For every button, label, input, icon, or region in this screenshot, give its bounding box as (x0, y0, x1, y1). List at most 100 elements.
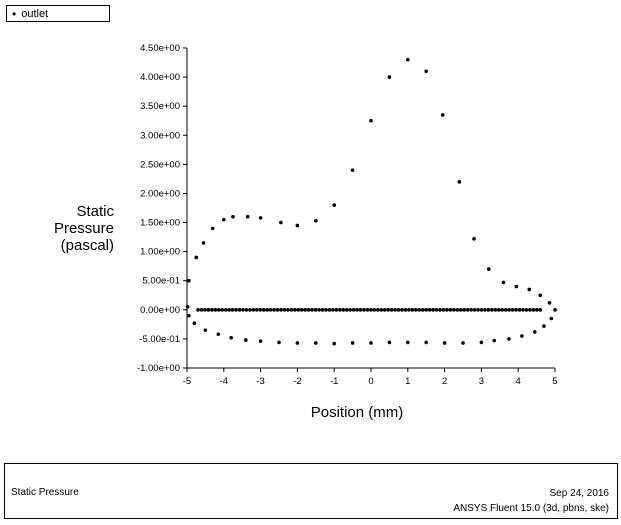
data-point (258, 216, 263, 220)
baseline-point (524, 308, 529, 312)
x-axis-title: Position (mm) (311, 404, 404, 421)
baseline-point (469, 308, 473, 312)
y-tick-label: 5.00e-01 (142, 276, 180, 287)
data-point (501, 280, 506, 285)
x-tick-label: -2 (293, 376, 301, 387)
y-tick-label: 2.00e+00 (140, 188, 180, 199)
data-point (194, 255, 198, 260)
baseline-point (410, 308, 415, 312)
baseline-point (206, 308, 211, 312)
data-point (295, 341, 300, 345)
baseline-point (389, 308, 394, 312)
data-points (185, 57, 557, 346)
baseline-point (514, 308, 518, 312)
baseline-point (358, 308, 363, 312)
y-tick-label: 1.50e+00 (140, 218, 180, 229)
baseline-point (244, 308, 249, 312)
data-point (258, 339, 263, 344)
baseline-point (275, 308, 280, 312)
baseline-point (362, 308, 366, 312)
data-point (295, 223, 300, 228)
baseline-point (379, 308, 384, 312)
baseline-point (327, 308, 332, 312)
baseline-point (538, 308, 543, 312)
baseline-point (403, 308, 408, 312)
legend-label: outlet (21, 7, 49, 20)
baseline-point (223, 308, 228, 312)
x-tick-label: 1 (405, 376, 410, 387)
legend-marker: • (12, 6, 17, 21)
baseline-point (355, 308, 359, 312)
x-tick-label: -1 (330, 376, 338, 387)
baseline-point (313, 308, 318, 312)
baseline-point (452, 308, 456, 312)
baseline-point (306, 308, 311, 312)
baseline-point (510, 308, 515, 312)
baseline-point (382, 308, 387, 312)
data-point (201, 241, 206, 245)
data-point (387, 75, 392, 79)
baseline-point (445, 308, 449, 312)
data-point (332, 203, 337, 207)
baseline-point (386, 308, 390, 312)
data-point (406, 57, 410, 62)
baseline-point (348, 308, 352, 312)
data-point (187, 313, 191, 318)
y-axis-title-line-1: Static (76, 203, 114, 220)
y-tick-label: 3.50e+00 (140, 101, 180, 112)
data-point (245, 214, 250, 219)
baseline-point (265, 308, 269, 312)
data-point (216, 332, 221, 337)
data-point (553, 308, 557, 312)
y-tick-label: 4.50e+00 (140, 43, 180, 54)
baseline-point (216, 308, 221, 312)
baseline-point (448, 308, 453, 312)
baseline-point (496, 308, 501, 312)
data-point (185, 305, 190, 309)
scatter-chart: -1.00e+00 -5.00e-01 0.00e+00 5.00e-01 1.00e+… (54, 43, 558, 421)
data-point (532, 330, 537, 334)
baseline-point (465, 308, 470, 312)
baseline-point (334, 308, 339, 312)
baseline-point (531, 308, 536, 312)
data-point (350, 168, 355, 172)
x-tick-label: 0 (368, 376, 373, 387)
y-tick-label: 4.00e+00 (140, 72, 180, 83)
baseline-point (261, 308, 266, 312)
data-point (279, 220, 283, 225)
baseline-point (486, 308, 491, 312)
baseline-point (227, 308, 231, 312)
baseline-point (372, 308, 377, 312)
baseline-point (210, 308, 214, 312)
baseline-point (462, 308, 467, 312)
legend: • outlet (6, 5, 110, 22)
footer-date: Sep 24, 2016 (549, 488, 610, 499)
data-point (442, 341, 447, 345)
baseline-point (293, 308, 297, 312)
data-point (461, 341, 465, 345)
baseline-point (376, 308, 380, 312)
baseline-point (248, 308, 252, 312)
baseline-point (237, 308, 242, 312)
baseline-point (341, 308, 346, 312)
data-point (203, 328, 208, 332)
y-axis-title: Static Pressure (pascal) (54, 203, 115, 254)
baseline-point (483, 308, 487, 312)
baseline-point (268, 308, 273, 312)
baseline-point (427, 308, 432, 312)
y-axis-title-line-2: Pressure (54, 220, 114, 237)
baseline-point (441, 308, 446, 312)
baseline-point (414, 308, 418, 312)
baseline-point (503, 308, 508, 312)
data-point (332, 341, 337, 346)
baseline-point (479, 308, 484, 312)
x-tick-label: -3 (256, 376, 264, 387)
data-point (457, 180, 462, 184)
baseline-point (438, 308, 442, 312)
baseline-point (251, 308, 256, 312)
baseline-point (476, 308, 480, 312)
data-point (472, 237, 476, 241)
baseline-point (472, 308, 477, 312)
data-point (542, 324, 546, 328)
baseline-point (528, 308, 532, 312)
